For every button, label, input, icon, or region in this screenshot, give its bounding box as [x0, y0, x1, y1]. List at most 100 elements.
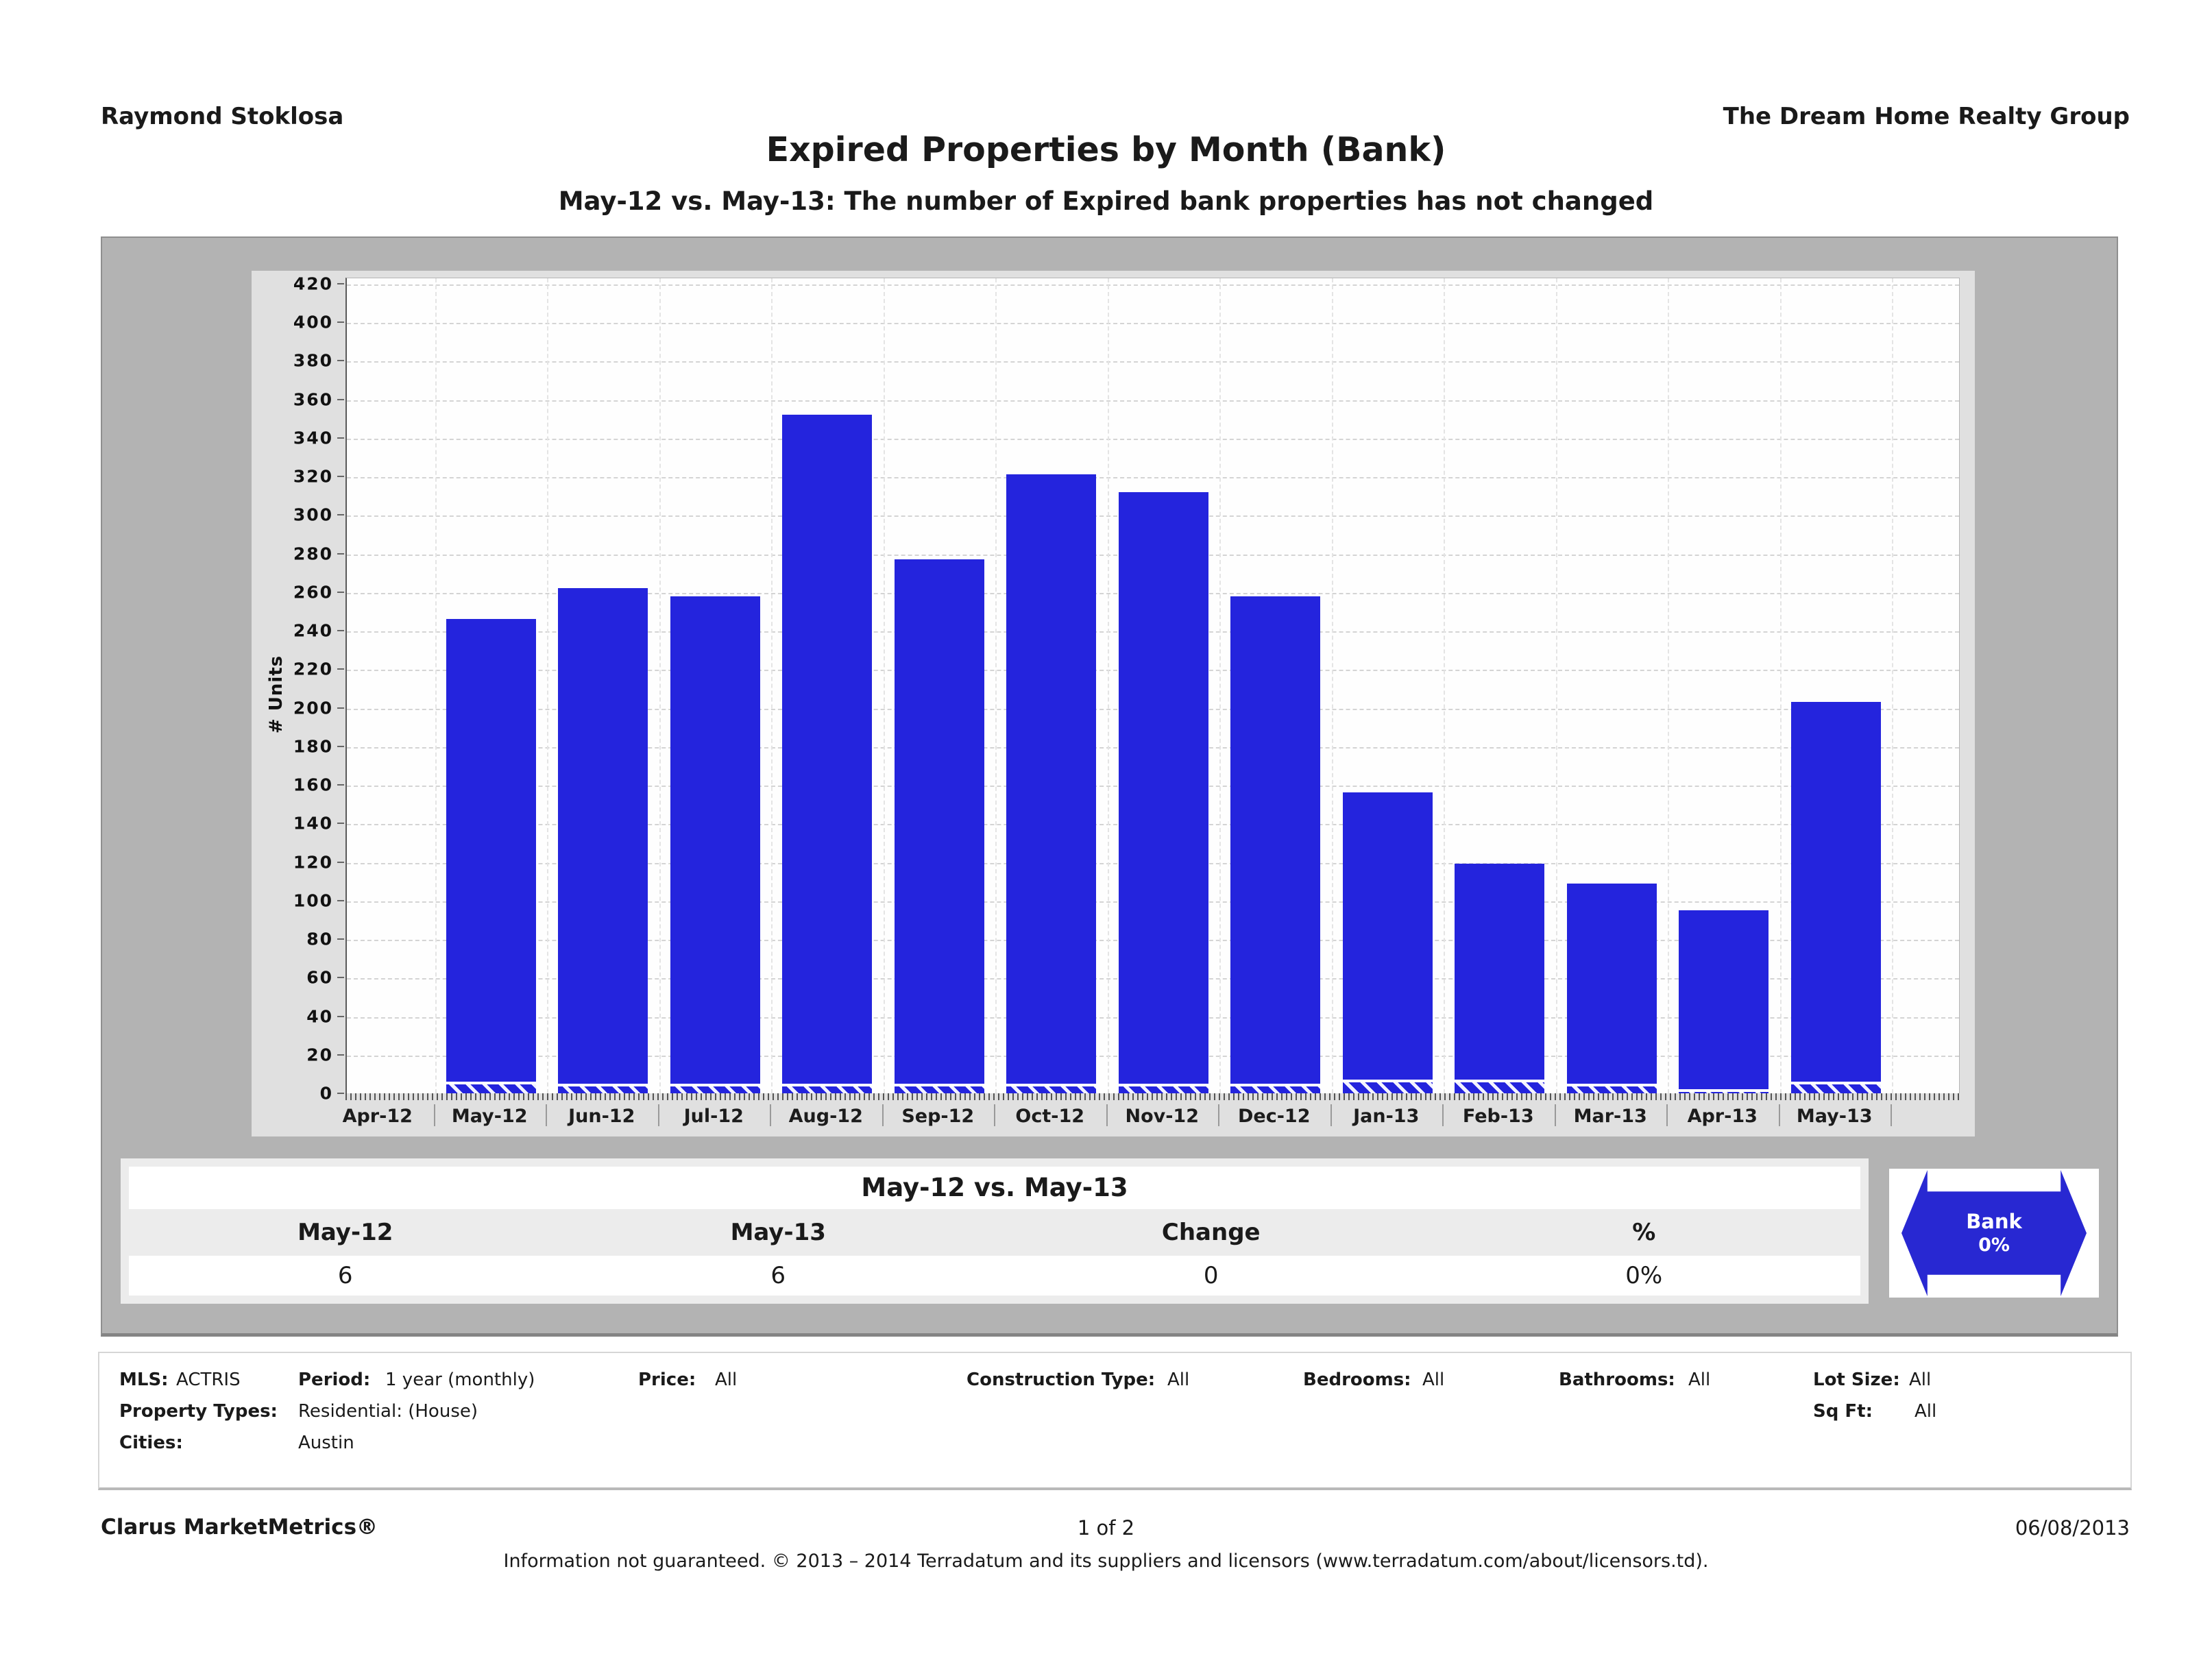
x-label-separator: [1778, 1104, 1780, 1126]
company-name: The Dream Home Realty Group: [1723, 103, 2130, 130]
filter-label: Price:: [638, 1370, 696, 1390]
badge-label: Bank: [1966, 1210, 2022, 1233]
filter-label: Sq Ft:: [1813, 1401, 1873, 1422]
bank-hatch-Jun-12: [558, 1083, 648, 1093]
bank-hatch-Oct-12: [1006, 1083, 1097, 1093]
v-gridline: [435, 278, 437, 1093]
bar-Sep-12: [894, 559, 984, 1093]
y-tick-mark: [337, 784, 344, 786]
bar-May-12: [446, 619, 536, 1093]
x-tick-label: Jan-13: [1353, 1106, 1420, 1127]
x-tick-label: Aug-12: [788, 1106, 863, 1127]
x-label-separator: [1106, 1104, 1108, 1126]
y-tick-mark: [337, 437, 344, 439]
v-gridline: [771, 278, 773, 1093]
h-gridline: [347, 361, 1959, 363]
x-tick-label: Apr-12: [342, 1106, 413, 1127]
x-tick-label: Mar-13: [1573, 1106, 1647, 1127]
filter-label: Bedrooms:: [1303, 1370, 1411, 1390]
x-tick-label: Nov-12: [1125, 1106, 1200, 1127]
bank-hatch-May-12: [446, 1082, 536, 1093]
badge-value: 0%: [1978, 1235, 2010, 1256]
y-tick-mark: [337, 668, 344, 670]
y-tick-label: 360: [293, 389, 333, 410]
filter-value: All: [1167, 1370, 1190, 1390]
bar-Oct-12: [1006, 474, 1097, 1093]
bank-change-badge: Bank 0%: [1889, 1169, 2099, 1298]
y-tick-label: 260: [293, 582, 333, 603]
y-tick-label: 60: [306, 967, 333, 988]
y-tick-label: 280: [293, 544, 333, 564]
y-tick-label: 380: [293, 350, 333, 371]
bank-hatch-Aug-12: [782, 1083, 873, 1093]
y-tick-mark: [337, 476, 344, 478]
y-tick-label: 20: [306, 1045, 333, 1065]
x-label-separator: [1554, 1104, 1556, 1126]
filter-value: All: [715, 1370, 738, 1390]
bank-hatch-Nov-12: [1118, 1083, 1208, 1093]
x-label-separator: [1891, 1104, 1892, 1126]
filter-value: Austin: [298, 1433, 354, 1453]
page-number: 1 of 2: [1077, 1516, 1135, 1540]
h-gridline: [347, 323, 1959, 325]
y-tick-label: 320: [293, 466, 333, 487]
y-tick-label: 240: [293, 620, 333, 641]
bar-Jan-13: [1342, 792, 1433, 1093]
bank-hatch-Apr-13: [1679, 1089, 1769, 1093]
v-gridline: [547, 278, 548, 1093]
x-tick-label: Jun-12: [568, 1106, 635, 1127]
y-tick-mark: [337, 823, 344, 825]
y-tick-mark: [337, 899, 344, 901]
filter-label: Bathrooms:: [1559, 1370, 1675, 1390]
y-tick-mark: [337, 591, 344, 593]
y-tick-mark: [337, 938, 344, 940]
x-axis-labels: Apr-12 May-12 Jun-12 Jul-12 Aug-12 Sep-12 Oct-…: [343, 1093, 1960, 1136]
double-arrow-icon: Bank 0%: [1901, 1170, 2087, 1296]
summary-table-header-row: May-12 May-13 Change %: [129, 1212, 1860, 1253]
y-tick-label: 40: [306, 1006, 333, 1027]
x-label-separator: [994, 1104, 995, 1126]
bank-hatch-Dec-12: [1230, 1083, 1321, 1093]
x-label-separator: [1330, 1104, 1332, 1126]
x-label-separator: [1218, 1104, 1219, 1126]
y-tick-label: 140: [293, 813, 333, 834]
filter-label: MLS:: [119, 1370, 169, 1390]
filter-value: Residential: (House): [298, 1401, 478, 1422]
bar-Nov-12: [1118, 491, 1208, 1093]
y-tick-mark: [337, 398, 344, 400]
y-tick-mark: [337, 321, 344, 324]
x-tick-label: Apr-13: [1687, 1106, 1758, 1127]
table-cell: 6: [337, 1262, 353, 1289]
v-gridline: [1668, 278, 1669, 1093]
x-label-separator: [1666, 1104, 1668, 1126]
column-header: Change: [1161, 1219, 1261, 1246]
chart-panel: # Units 0 20 40 60 80 100 120 140 160 180 200 220 24…: [101, 236, 2118, 1337]
filter-value: ACTRIS: [176, 1370, 241, 1390]
bank-hatch-Sep-12: [894, 1083, 984, 1093]
filter-value: All: [1909, 1370, 1932, 1390]
column-header: May-13: [730, 1219, 826, 1246]
x-tick-label: Sep-12: [901, 1106, 975, 1127]
report-subtitle: May-12 vs. May-13: The number of Expired…: [558, 186, 1654, 216]
y-tick-mark: [337, 707, 344, 709]
x-label-separator: [546, 1104, 547, 1126]
h-gridline: [347, 438, 1959, 440]
bank-hatch-Jan-13: [1342, 1080, 1433, 1093]
x-label-separator: [770, 1104, 771, 1126]
v-gridline: [1331, 278, 1333, 1093]
criteria-box: MLS: ACTRIS Period: 1 year (monthly) Pri…: [98, 1352, 2132, 1490]
bank-hatch-May-13: [1790, 1082, 1881, 1093]
filter-label: Construction Type:: [967, 1370, 1156, 1390]
bar-Mar-13: [1566, 883, 1657, 1093]
brand: Clarus MarketMetrics®: [101, 1515, 378, 1540]
bar-Apr-13: [1679, 910, 1769, 1093]
filter-value: 1 year (monthly): [385, 1370, 535, 1390]
x-tick-label: Jul-12: [683, 1106, 744, 1127]
bar-Jul-12: [670, 596, 760, 1093]
x-tick-label: May-12: [451, 1106, 528, 1127]
bar-Feb-13: [1455, 864, 1545, 1093]
bank-hatch-Mar-13: [1566, 1083, 1657, 1093]
x-tick-label: May-13: [1796, 1106, 1873, 1127]
v-gridline: [883, 278, 885, 1093]
plot-area: [345, 278, 1960, 1093]
